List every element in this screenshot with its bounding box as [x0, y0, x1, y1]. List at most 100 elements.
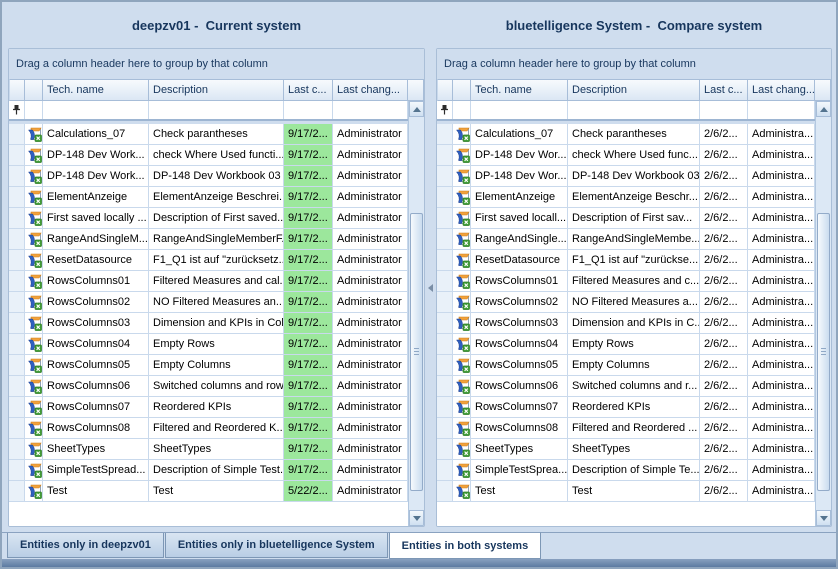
table-row[interactable]: RowsColumns01 Filtered Measures and cal.… [9, 271, 408, 292]
table-row[interactable]: RowsColumns02 NO Filtered Measures an...… [9, 292, 408, 313]
filter-cell[interactable] [748, 101, 815, 119]
table-row[interactable]: SimpleTestSpread... Description of Simpl… [9, 460, 408, 481]
table-row[interactable]: RowsColumns04 Empty Rows 9/17/2... Admin… [9, 334, 408, 355]
workbook-icon [453, 397, 471, 418]
filter-pin-icon[interactable] [9, 101, 25, 119]
description-cell: Description of Simple Te... [568, 460, 700, 481]
tab-2[interactable]: Entities only in bluetelligence System [165, 533, 388, 558]
description-cell: Empty Columns [568, 355, 700, 376]
table-row[interactable]: RangeAndSingleM... RangeAndSingleMemberF… [9, 229, 408, 250]
last-changed-by-cell: Administra... [748, 397, 815, 418]
last-changed-by-cell: Administrator [333, 376, 408, 397]
table-row[interactable]: DP-148 Dev Wor... check Where Used func.… [437, 145, 815, 166]
last-changed-by-cell: Administra... [748, 292, 815, 313]
column-header-last-changed-by[interactable]: Last chang... [333, 79, 408, 101]
table-row[interactable]: RowsColumns04 Empty Rows 2/6/2... Admini… [437, 334, 815, 355]
vertical-scrollbar[interactable] [815, 101, 831, 526]
tab-3[interactable]: Entities in both systems [389, 532, 542, 559]
table-row[interactable]: Test Test 5/22/2... Administrator [9, 481, 408, 502]
last-changed-by-cell: Administra... [748, 418, 815, 439]
scrollbar-track[interactable] [409, 117, 424, 510]
table-row[interactable]: RowsColumns08 Filtered and Reordered K..… [9, 418, 408, 439]
scroll-up-button[interactable] [409, 101, 424, 117]
table-row[interactable]: RowsColumns05 Empty Columns 9/17/2... Ad… [9, 355, 408, 376]
group-by-drop-zone[interactable]: Drag a column header here to group by th… [9, 49, 424, 79]
table-row[interactable]: RowsColumns07 Reordered KPIs 2/6/2... Ad… [437, 397, 815, 418]
collapse-left-arrow-icon [428, 284, 433, 292]
table-row[interactable]: Calculations_07 Check parantheses 9/17/2… [9, 124, 408, 145]
panel-splitter[interactable] [425, 48, 436, 527]
table-row[interactable]: RowsColumns05 Empty Columns 2/6/2... Adm… [437, 355, 815, 376]
row-indicator [9, 418, 25, 439]
table-row[interactable]: DP-148 Dev Work... check Where Used func… [9, 145, 408, 166]
column-header-indicator [9, 79, 25, 101]
description-cell: Test [149, 481, 284, 502]
column-header-description[interactable]: Description [568, 79, 700, 101]
table-row[interactable]: ElementAnzeige ElementAnzeige Beschrei..… [9, 187, 408, 208]
description-cell: Check parantheses [149, 124, 284, 145]
table-row[interactable]: ResetDatasource F1_Q1 ist auf "zurückse.… [437, 250, 815, 271]
last-changed-date-cell: 2/6/2... [700, 166, 748, 187]
table-row[interactable]: RowsColumns06 Switched columns and r... … [437, 376, 815, 397]
filter-cell[interactable] [25, 101, 43, 119]
last-changed-by-cell: Administra... [748, 481, 815, 502]
workbook-icon [453, 481, 471, 502]
filter-cell[interactable] [284, 101, 333, 119]
table-row[interactable]: RowsColumns03 Dimension and KPIs in Col.… [9, 313, 408, 334]
table-row[interactable]: DP-148 Dev Wor... DP-148 Dev Workbook 03… [437, 166, 815, 187]
last-changed-date-cell: 2/6/2... [700, 313, 748, 334]
table-row[interactable]: Calculations_07 Check parantheses 2/6/2.… [437, 124, 815, 145]
row-indicator [437, 418, 453, 439]
last-changed-date-cell: 2/6/2... [700, 355, 748, 376]
table-row[interactable]: RowsColumns07 Reordered KPIs 9/17/2... A… [9, 397, 408, 418]
column-header-tech-name[interactable]: Tech. name [471, 79, 568, 101]
table-row[interactable]: RangeAndSingle... RangeAndSingleMembe...… [437, 229, 815, 250]
scroll-down-button[interactable] [816, 510, 831, 526]
row-indicator [9, 376, 25, 397]
last-changed-date-cell: 9/17/2... [284, 334, 333, 355]
table-row[interactable]: ResetDatasource F1_Q1 ist auf "zurückset… [9, 250, 408, 271]
scrollbar-thumb[interactable] [410, 213, 423, 491]
table-row[interactable]: SheetTypes SheetTypes 2/6/2... Administr… [437, 439, 815, 460]
group-by-drop-zone[interactable]: Drag a column header here to group by th… [437, 49, 831, 79]
vertical-scrollbar[interactable] [408, 101, 424, 526]
tech-name-cell: ElementAnzeige [43, 187, 149, 208]
filter-cell[interactable] [149, 101, 284, 119]
scroll-up-button[interactable] [816, 101, 831, 117]
table-row[interactable]: RowsColumns08 Filtered and Reordered ...… [437, 418, 815, 439]
window-bottom-edge [2, 559, 836, 567]
table-row[interactable]: SimpleTestSprea... Description of Simple… [437, 460, 815, 481]
filter-cell[interactable] [333, 101, 408, 119]
filter-cell[interactable] [700, 101, 748, 119]
table-row[interactable]: RowsColumns01 Filtered Measures and c...… [437, 271, 815, 292]
column-header-last-changed[interactable]: Last c... [700, 79, 748, 101]
row-indicator [437, 397, 453, 418]
table-row[interactable]: Test Test 2/6/2... Administra... [437, 481, 815, 502]
table-row[interactable]: SheetTypes SheetTypes 9/17/2... Administ… [9, 439, 408, 460]
table-row[interactable]: RowsColumns02 NO Filtered Measures a... … [437, 292, 815, 313]
description-cell: Filtered and Reordered K... [149, 418, 284, 439]
table-row[interactable]: DP-148 Dev Work... DP-148 Dev Workbook 0… [9, 166, 408, 187]
filter-cell[interactable] [453, 101, 471, 119]
filter-cell[interactable] [568, 101, 700, 119]
description-cell: Dimension and KPIs in Col... [149, 313, 284, 334]
table-row[interactable]: RowsColumns03 Dimension and KPIs in C...… [437, 313, 815, 334]
tab-1[interactable]: Entities only in deepzv01 [7, 533, 164, 558]
column-header-last-changed[interactable]: Last c... [284, 79, 333, 101]
table-row[interactable]: First saved locally ... Description of F… [9, 208, 408, 229]
column-header-last-changed-by[interactable]: Last chang... [748, 79, 815, 101]
scroll-down-button[interactable] [409, 510, 424, 526]
column-header-tech-name[interactable]: Tech. name [43, 79, 149, 101]
table-row[interactable]: ElementAnzeige ElementAnzeige Beschr... … [437, 187, 815, 208]
last-changed-date-cell: 2/6/2... [700, 397, 748, 418]
filter-cell[interactable] [43, 101, 149, 119]
table-row[interactable]: RowsColumns06 Switched columns and rows … [9, 376, 408, 397]
scrollbar-track[interactable] [816, 117, 831, 510]
column-header-icon [453, 79, 471, 101]
filter-pin-icon[interactable] [437, 101, 453, 119]
table-row[interactable]: First saved locall... Description of Fir… [437, 208, 815, 229]
filter-cell[interactable] [471, 101, 568, 119]
column-header-description[interactable]: Description [149, 79, 284, 101]
scrollbar-thumb[interactable] [817, 213, 830, 491]
row-indicator [9, 313, 25, 334]
